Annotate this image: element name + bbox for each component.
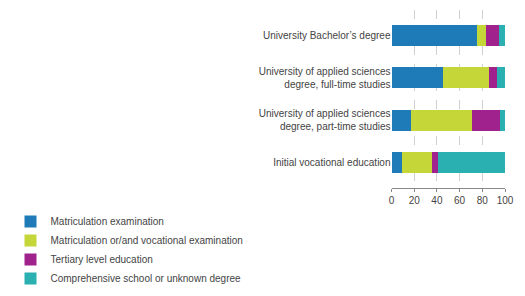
svg-text:20: 20 [409,195,421,206]
svg-text:Initial vocational education: Initial vocational education [273,157,390,168]
svg-text:University Bachelor’s degree: University Bachelor’s degree [263,30,391,41]
svg-text:40: 40 [431,195,443,206]
svg-text:Comprehensive school or unknow: Comprehensive school or unknown degree [51,273,242,284]
svg-text:Matriculation examination: Matriculation examination [51,216,164,227]
svg-text:60: 60 [454,195,466,206]
svg-text:100: 100 [497,195,514,206]
svg-text:Matriculation or/and vocationa: Matriculation or/and vocational examinat… [51,235,243,246]
svg-text:University of applied sciences: University of applied sciencesdegree, fu… [259,66,391,90]
svg-text:University of applied sciences: University of applied sciencesdegree, pa… [259,108,391,132]
svg-text:0: 0 [389,195,395,206]
svg-text:Tertiary level education: Tertiary level education [51,254,153,265]
svg-text:80: 80 [477,195,489,206]
